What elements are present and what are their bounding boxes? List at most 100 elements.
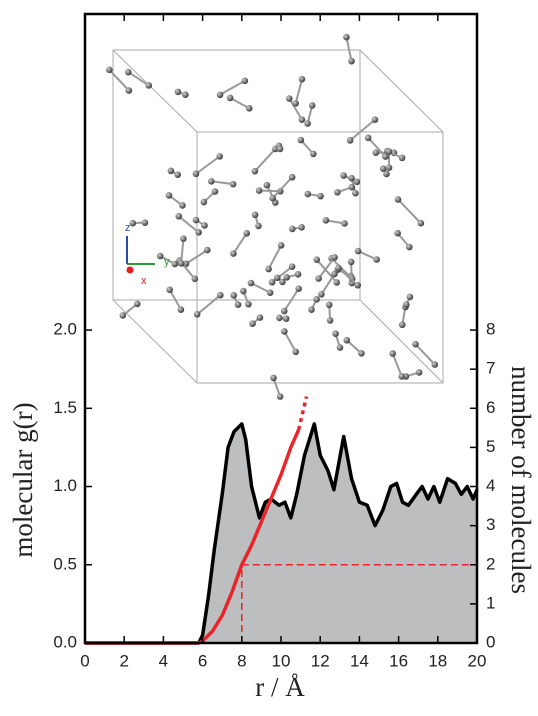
atom xyxy=(298,224,305,231)
atom xyxy=(194,311,201,318)
bond xyxy=(128,72,148,85)
y-tick-label: 1.0 xyxy=(53,476,77,495)
bond xyxy=(197,295,220,314)
atom xyxy=(295,271,302,278)
atom xyxy=(269,279,276,286)
atom xyxy=(245,301,252,308)
atom xyxy=(193,217,200,224)
atom xyxy=(398,373,405,380)
y2-tick-label: 1 xyxy=(486,593,495,612)
atom xyxy=(166,192,173,199)
x-tick-label: 8 xyxy=(237,651,246,670)
atom xyxy=(373,256,380,263)
atom xyxy=(180,235,187,242)
x-tick-label: 2 xyxy=(119,651,128,670)
atom xyxy=(178,306,185,313)
atom xyxy=(256,187,263,194)
x-axis-label: r / Å xyxy=(255,672,305,702)
atom xyxy=(217,91,224,98)
y-tick-label: 1.5 xyxy=(53,398,77,417)
atom xyxy=(365,135,372,142)
atom xyxy=(175,89,182,96)
axis-origin xyxy=(127,267,134,274)
atom xyxy=(230,292,237,299)
atom xyxy=(403,301,410,308)
y-tick-label: 0.5 xyxy=(53,554,77,573)
atom xyxy=(341,220,348,227)
atom xyxy=(145,82,152,89)
atom xyxy=(179,202,186,209)
atom xyxy=(318,291,325,298)
bond xyxy=(296,79,302,103)
atom xyxy=(313,296,320,303)
atom xyxy=(191,276,198,283)
atom xyxy=(313,256,320,263)
x-tick-label: 18 xyxy=(428,651,447,670)
atom xyxy=(289,174,296,181)
atom xyxy=(208,178,215,185)
atom xyxy=(216,153,223,160)
bond xyxy=(255,149,275,171)
atom xyxy=(171,261,178,268)
bond xyxy=(346,37,351,61)
x-tick-label: 12 xyxy=(311,651,330,670)
bond xyxy=(196,156,220,173)
atom xyxy=(166,286,173,293)
bond xyxy=(284,331,295,351)
atom xyxy=(354,282,361,289)
atom xyxy=(281,308,288,315)
y2-tick-label: 5 xyxy=(486,437,495,456)
atom xyxy=(380,165,387,172)
atom xyxy=(352,190,359,197)
atom xyxy=(317,193,324,200)
atom xyxy=(289,226,296,233)
atom xyxy=(431,361,438,368)
atom xyxy=(126,87,133,94)
x-tick-label: 6 xyxy=(198,651,207,670)
atom xyxy=(299,116,306,123)
atom xyxy=(354,179,361,186)
atom xyxy=(308,306,315,313)
x-tick-label: 16 xyxy=(389,651,408,670)
atom xyxy=(242,77,249,84)
atom xyxy=(323,217,330,224)
inset-axis-label: z xyxy=(125,222,131,234)
bond xyxy=(220,81,245,95)
atom xyxy=(295,285,302,292)
atom xyxy=(347,137,354,144)
atom xyxy=(340,172,347,179)
y2-tick-label: 6 xyxy=(486,398,495,417)
x-tick-label: 0 xyxy=(80,651,89,670)
atom xyxy=(157,253,164,260)
atom xyxy=(264,182,271,189)
box-edge xyxy=(113,50,197,132)
atom xyxy=(142,219,149,226)
atom xyxy=(395,196,402,203)
y2-tick-label: 7 xyxy=(486,359,495,378)
chart: 024681012141618200.00.51.01.52.001234567… xyxy=(0,0,538,711)
atom xyxy=(279,279,286,286)
atom xyxy=(134,301,141,308)
bond xyxy=(416,344,435,364)
atom xyxy=(248,280,255,287)
x-tick-label: 20 xyxy=(468,651,487,670)
x-tick-label: 14 xyxy=(350,651,369,670)
bond xyxy=(211,181,233,184)
atom xyxy=(304,120,311,127)
atom xyxy=(407,294,414,301)
atom xyxy=(349,184,356,191)
atom xyxy=(355,248,362,255)
atom xyxy=(372,149,379,156)
atom xyxy=(326,301,333,308)
atom xyxy=(299,76,306,83)
atom xyxy=(243,230,250,237)
atom xyxy=(286,95,293,102)
atom xyxy=(230,250,237,257)
inset-structure: zyx xyxy=(106,34,443,400)
atom xyxy=(130,220,137,227)
atom xyxy=(348,58,355,65)
atom xyxy=(298,137,305,144)
atom xyxy=(292,100,299,107)
atom xyxy=(270,375,277,382)
